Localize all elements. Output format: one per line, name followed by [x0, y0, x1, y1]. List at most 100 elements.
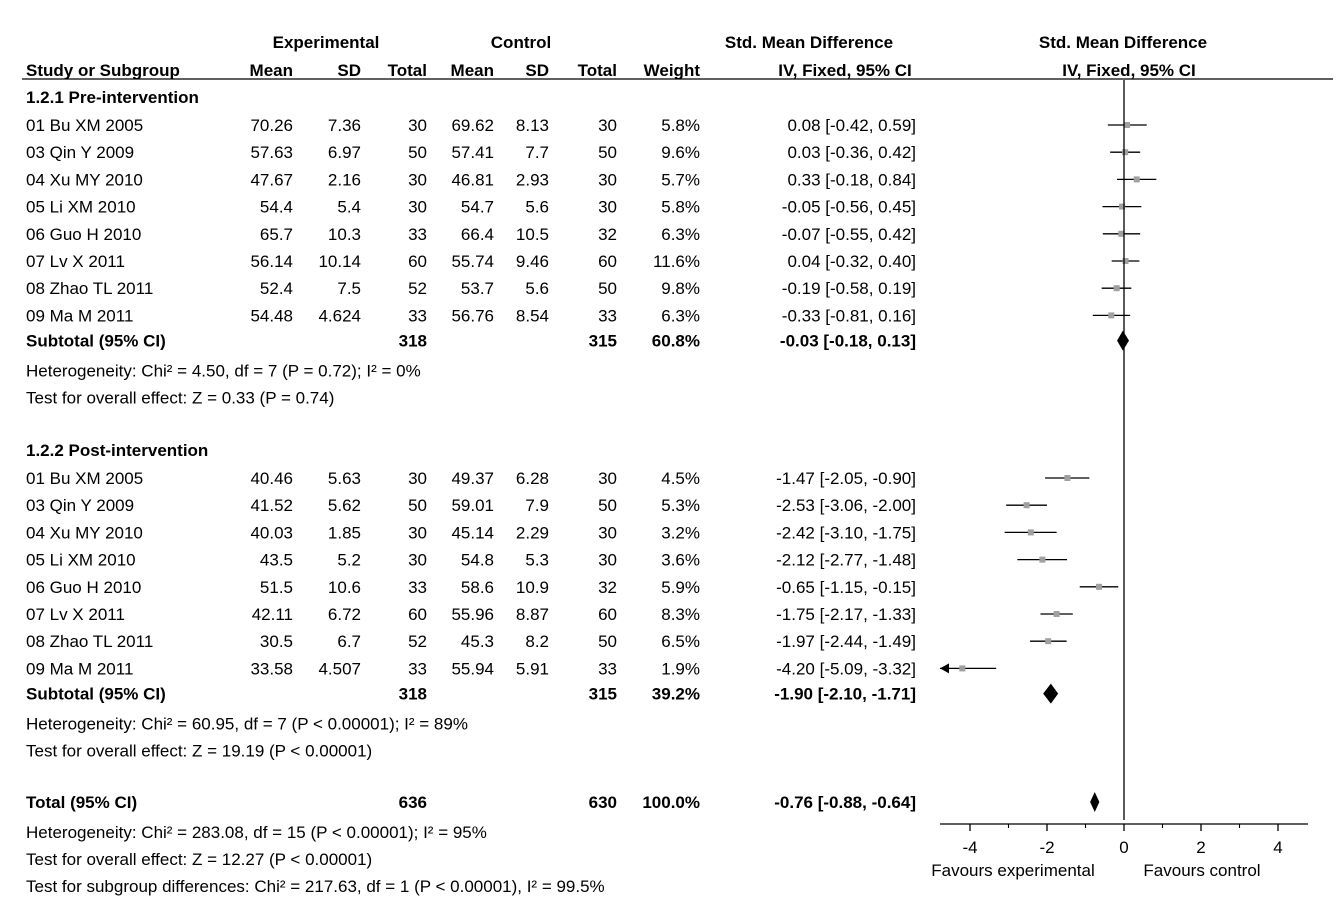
- total-label: Total (95% CI): [26, 793, 137, 812]
- study-ctl_mean: 55.96: [451, 605, 494, 624]
- study-0-2-point: [1133, 176, 1140, 183]
- study-0-1-point: [1122, 149, 1129, 156]
- study-ctl_total: 60: [598, 605, 617, 624]
- study-exp_sd: 1.85: [328, 523, 361, 542]
- study-exp_sd: 4.624: [318, 306, 361, 325]
- study-name: 03 Qin Y 2009: [26, 496, 134, 515]
- study-ctl_total: 50: [598, 632, 617, 651]
- col-exp_total: Total: [388, 61, 427, 80]
- total-heterogeneity-text: Heterogeneity: Chi² = 283.08, df = 15 (P…: [26, 823, 487, 842]
- study-ci: 0.08 [-0.42, 0.59]: [787, 116, 916, 135]
- x-tick-label: 2: [1196, 838, 1205, 857]
- subtotal-label: Subtotal (95% CI): [26, 332, 166, 351]
- header-control: Control: [491, 33, 551, 52]
- study-exp_sd: 4.507: [318, 659, 361, 678]
- study-ci: 0.03 [-0.36, 0.42]: [787, 143, 916, 162]
- study-ctl_sd: 8.2: [525, 632, 549, 651]
- study-ci: -2.42 [-3.10, -1.75]: [776, 523, 916, 542]
- study-name: 09 Ma M 2011: [26, 306, 133, 325]
- study-0-3-point: [1119, 203, 1126, 210]
- total-overall-effect-text: Test for overall effect: Z = 12.27 (P < …: [26, 850, 372, 869]
- x-tick-label: -2: [1039, 838, 1054, 857]
- study-exp_sd: 7.36: [328, 116, 361, 135]
- study-1-0-point: [1064, 475, 1071, 481]
- col-ci: IV, Fixed, 95% CI: [778, 61, 912, 80]
- study-ctl_mean: 66.4: [461, 225, 494, 244]
- study-exp_mean: 51.5: [260, 578, 293, 597]
- study-ctl_sd: 8.13: [516, 116, 549, 135]
- study-weight: 5.3%: [661, 496, 700, 515]
- subgroup-difference-text: Test for subgroup differences: Chi² = 21…: [26, 877, 605, 896]
- study-ctl_total: 30: [598, 170, 617, 189]
- favours-control-label: Favours control: [1143, 861, 1260, 880]
- study-name: 01 Bu XM 2005: [26, 116, 143, 135]
- study-name: 05 Li XM 2010: [26, 551, 136, 570]
- col-exp_mean: Mean: [250, 61, 293, 80]
- study-ctl_total: 60: [598, 252, 617, 271]
- study-ci: -0.33 [-0.81, 0.16]: [782, 306, 916, 325]
- study-ctl_mean: 53.7: [461, 279, 494, 298]
- study-weight: 6.3%: [661, 306, 700, 325]
- subtotal-exp_total: 318: [399, 685, 427, 704]
- header-smd-table: Std. Mean Difference: [725, 33, 893, 52]
- study-ctl_sd: 9.46: [516, 252, 549, 271]
- plot-area: -4 -2 0 2 4 Favours experimental Favours contr…: [931, 80, 1308, 880]
- study-ctl_mean: 55.74: [451, 252, 494, 271]
- study-ci: -0.05 [-0.56, 0.45]: [782, 198, 916, 217]
- study-name: 04 Xu MY 2010: [26, 170, 143, 189]
- study-ci: -2.12 [-2.77, -1.48]: [776, 551, 916, 570]
- study-exp_total: 60: [408, 252, 427, 271]
- study-exp_total: 52: [408, 632, 427, 651]
- subtotal-ci: -1.90 [-2.10, -1.71]: [774, 685, 916, 704]
- header-smd-plot: Std. Mean Difference: [1039, 33, 1207, 52]
- study-ctl_sd: 7.7: [525, 143, 549, 162]
- total-ctl_total: 630: [589, 793, 617, 812]
- study-ctl_total: 33: [598, 306, 617, 325]
- study-weight: 9.6%: [661, 143, 700, 162]
- study-ctl_mean: 56.76: [451, 306, 494, 325]
- study-exp_total: 30: [408, 469, 427, 488]
- study-ctl_sd: 7.9: [525, 496, 549, 515]
- subtotal-1-diamond: [1043, 683, 1059, 704]
- study-exp_mean: 54.48: [250, 306, 293, 325]
- subtotal-ci: -0.03 [-0.18, 0.13]: [780, 332, 916, 351]
- study-exp_sd: 7.5: [337, 279, 361, 298]
- study-exp_sd: 10.14: [318, 252, 361, 271]
- study-name: 06 Guo H 2010: [26, 578, 141, 597]
- study-ctl_mean: 45.3: [461, 632, 494, 651]
- study-ci: -0.65 [-1.15, -0.15]: [776, 578, 916, 597]
- study-exp_total: 30: [408, 116, 427, 135]
- study-ci: -2.53 [-3.06, -2.00]: [776, 496, 916, 515]
- subtotal-weight: 39.2%: [652, 685, 700, 704]
- study-ctl_sd: 5.6: [525, 198, 549, 217]
- study-exp_sd: 5.2: [337, 551, 361, 570]
- study-ci: 0.04 [-0.32, 0.40]: [787, 252, 916, 271]
- favours-experimental-label: Favours experimental: [931, 861, 1094, 880]
- study-1-7-point: [959, 665, 966, 672]
- col-study: Study or Subgroup: [26, 61, 180, 80]
- study-ctl_total: 50: [598, 496, 617, 515]
- study-ci: -1.75 [-2.17, -1.33]: [776, 605, 916, 624]
- study-exp_mean: 43.5: [260, 551, 293, 570]
- study-1-4-point: [1095, 583, 1102, 590]
- study-exp_mean: 41.52: [250, 496, 293, 515]
- study-ctl_mean: 46.81: [451, 170, 494, 189]
- study-ctl_sd: 2.93: [516, 170, 549, 189]
- study-exp_mean: 30.5: [260, 632, 293, 651]
- study-exp_sd: 6.7: [337, 632, 361, 651]
- study-exp_mean: 40.03: [250, 523, 293, 542]
- study-weight: 6.3%: [661, 225, 700, 244]
- study-ctl_total: 30: [598, 523, 617, 542]
- study-exp_sd: 2.16: [328, 170, 361, 189]
- study-ctl_mean: 69.62: [451, 116, 494, 135]
- study-exp_total: 33: [408, 659, 427, 678]
- study-ci: -1.47 [-2.05, -0.90]: [776, 469, 916, 488]
- heterogeneity-text: Heterogeneity: Chi² = 60.95, df = 7 (P <…: [26, 715, 468, 734]
- x-tick-label: -4: [962, 838, 977, 857]
- study-name: 08 Zhao TL 2011: [26, 632, 153, 651]
- study-ctl_sd: 10.9: [516, 578, 549, 597]
- study-exp_mean: 42.11: [252, 605, 293, 624]
- col-exp_sd: SD: [337, 61, 361, 80]
- subgroup-title: 1.2.2 Post-intervention: [26, 441, 208, 460]
